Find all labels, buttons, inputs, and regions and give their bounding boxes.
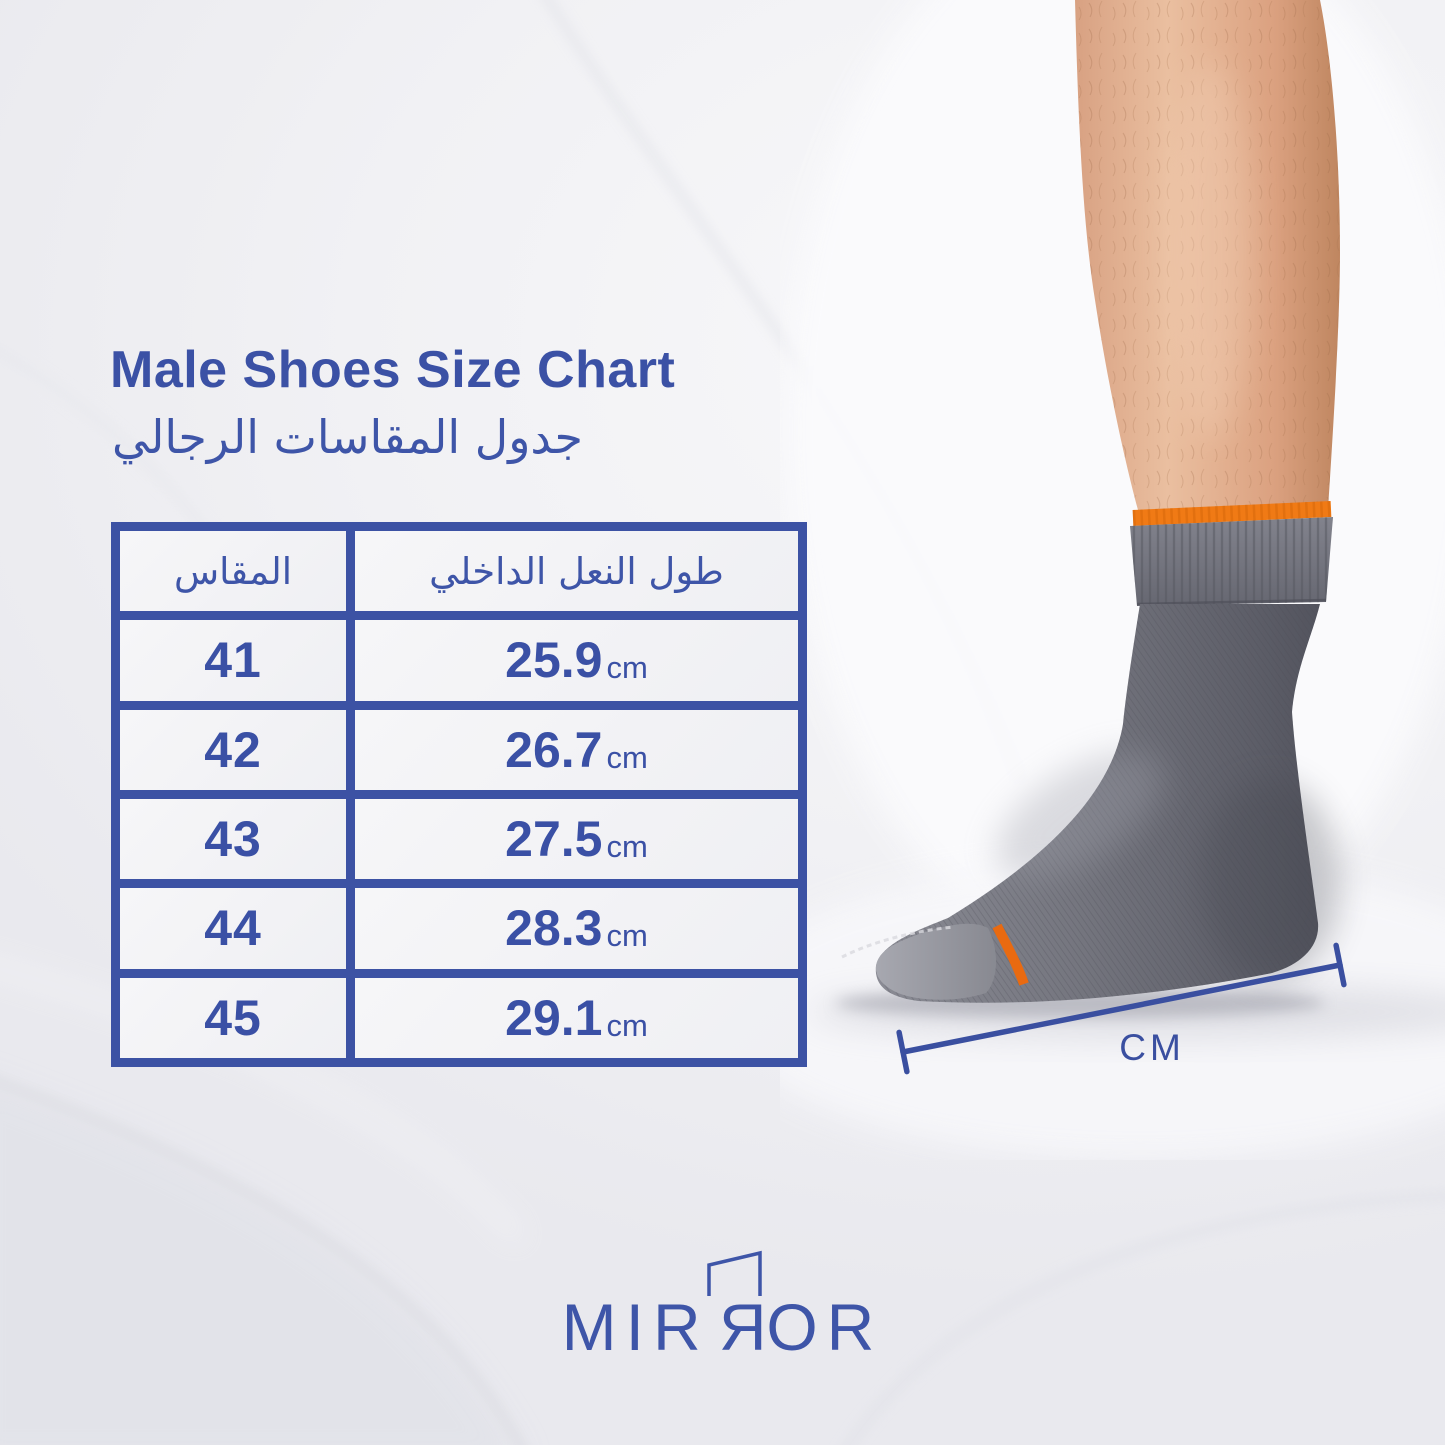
brand-text-left: MIR <box>561 1290 710 1364</box>
shin-highlight <box>1168 60 1252 440</box>
length-value: 27.5 <box>505 811 603 868</box>
measurement-unit-label: CM <box>1119 1027 1185 1068</box>
size-cell: 42 <box>120 709 346 790</box>
length-cell: 27.5 cm <box>355 799 798 880</box>
length-value: 25.9 <box>505 632 603 689</box>
heel-shading <box>1200 780 1340 980</box>
measurement-line: CM <box>896 942 1347 1075</box>
measure-tick-right <box>1333 942 1347 988</box>
length-unit: cm <box>606 829 648 865</box>
sock-trim-ribs <box>1132 501 1332 526</box>
size-cell: 43 <box>120 799 346 880</box>
length-cell: 26.7 cm <box>355 709 798 790</box>
leg-sock-photo <box>780 0 1445 1160</box>
length-unit: cm <box>606 918 648 954</box>
length-unit: cm <box>606 739 648 775</box>
size-column-header: المقاس <box>120 531 346 612</box>
length-value: 26.7 <box>505 721 603 778</box>
length-cell: 25.9 cm <box>355 620 798 701</box>
brand-letter-mirrored: R <box>709 1290 767 1364</box>
page-subtitle-arabic: جدول المقاسات الرجالي <box>112 410 583 464</box>
brand-wordmark: MIR ROR <box>562 1250 884 1364</box>
length-cell: 29.1 cm <box>355 977 798 1058</box>
size-cell: 45 <box>120 977 346 1058</box>
mirror-door-icon <box>706 1250 762 1296</box>
size-cell: 41 <box>120 620 346 701</box>
size-table: المقاس طول النعل الداخلي 41 25.9 cm 42 2… <box>111 522 807 1067</box>
size-cell: 44 <box>120 888 346 969</box>
cuff-seam <box>1136 598 1327 606</box>
fabric-fold-bottom-right <box>844 1191 1445 1445</box>
brand-text-right: OR <box>766 1290 884 1364</box>
sock-orange-ring <box>992 923 1029 986</box>
measure-tick-left <box>896 1029 910 1075</box>
page-title: Male Shoes Size Chart <box>110 341 676 399</box>
fabric-fold-edge <box>0 1080 523 1445</box>
brand-logo: MIR ROR <box>0 1250 1445 1364</box>
length-value: 28.3 <box>505 900 603 957</box>
sock-orange-trim <box>1132 501 1332 526</box>
length-column-header: طول النعل الداخلي <box>355 531 798 612</box>
sock-cuff-ribs <box>1130 517 1333 606</box>
toe-cap <box>875 923 997 1000</box>
length-value: 29.1 <box>505 989 603 1046</box>
fabric-highlight <box>0 963 524 1244</box>
measure-line <box>900 962 1343 1055</box>
length-unit: cm <box>606 650 648 686</box>
brand-mirrored-letter-wrap: R <box>706 1250 767 1364</box>
length-cell: 28.3 cm <box>355 888 798 969</box>
instep-highlight <box>995 751 1165 879</box>
fabric-fold-bottom-left <box>0 1085 515 1445</box>
toe-seam <box>841 925 955 959</box>
length-unit: cm <box>606 1007 648 1043</box>
